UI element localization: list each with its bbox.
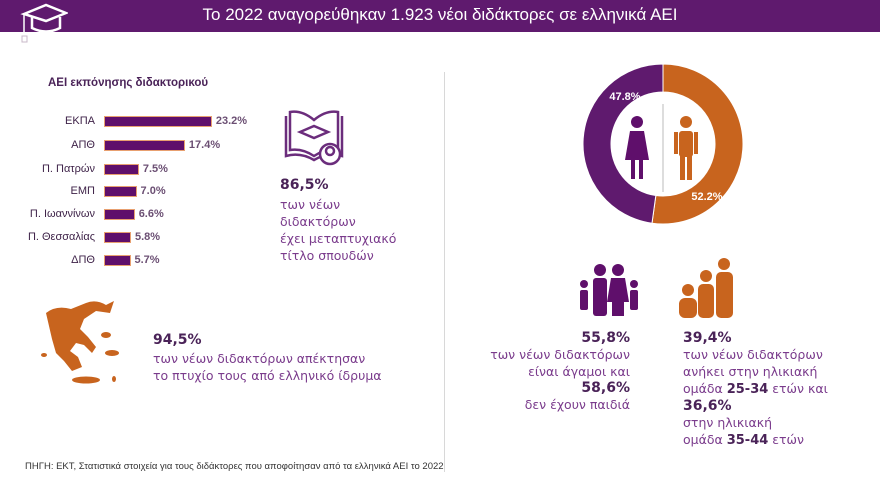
text: ομάδα: [683, 381, 727, 396]
age-35-44-percent: 36,6%: [683, 398, 732, 414]
bar-value-label: 7.5%: [142, 163, 168, 175]
bar: [104, 164, 139, 175]
donut-slice: [651, 64, 743, 224]
divider: [444, 72, 445, 472]
bar-value-label: 23.2%: [215, 115, 248, 127]
no-children-percent: 58,6%: [581, 380, 630, 396]
age-groups-icon: [679, 258, 733, 318]
bar-value-label: 6.6%: [138, 208, 164, 220]
text-line: δεν έχουν παιδιά: [524, 397, 630, 412]
bar-value-label: 17.4%: [188, 139, 221, 151]
text-line: ομάδα 35-44 ετών: [683, 431, 880, 449]
text-line: των νέων: [280, 197, 341, 212]
bar-label: ΕΜΠ: [70, 185, 95, 197]
bar-value-label: 7.0%: [140, 185, 166, 197]
graduation-cap-icon: [20, 3, 68, 43]
bar-value-label: 5.7%: [134, 254, 160, 266]
family-icon: [580, 264, 638, 316]
text: ετών: [768, 432, 804, 447]
donut-label: 52.2%: [691, 191, 722, 203]
text: ομάδα: [683, 432, 727, 447]
bar: [104, 116, 212, 127]
greek-degree-percent: 94,5%: [153, 332, 202, 348]
header-banner: Το 2022 αναγορεύθηκαν 1.923 νέοι διδάκτο…: [0, 0, 880, 43]
text-line: στην ηλικιακή: [683, 415, 773, 430]
text: ετών και: [768, 381, 828, 396]
page-title: Το 2022 αναγορεύθηκαν 1.923 νέοι διδάκτο…: [202, 5, 678, 24]
text-line: ομάδα 25-34 ετών και: [683, 380, 880, 398]
age-range: 35-44: [726, 433, 769, 448]
text-line: έχει μεταπτυχιακό: [280, 231, 397, 246]
greece-map-icon: [41, 301, 119, 384]
text-line: των νέων διδακτόρων απέκτησαν: [153, 351, 366, 366]
donut-slice: [583, 64, 664, 224]
text-line: ανήκει στην ηλικιακή: [683, 364, 818, 379]
greek-degree-text: των νέων διδακτόρων απέκτησαν το πτυχίο …: [153, 350, 382, 384]
book-diploma-icon: [284, 110, 344, 166]
bar-value-label: 5.8%: [134, 231, 161, 243]
bar-label: Π. Πατρών: [41, 163, 95, 175]
donut-label: 47.8%: [609, 91, 640, 103]
text-line: των νέων διδακτόρων: [490, 347, 630, 362]
age-25-34-percent: 39,4%: [683, 330, 732, 346]
bar-label: ΔΠΘ: [71, 254, 95, 266]
bar: [104, 186, 137, 197]
unmarried-percent: 55,8%: [581, 330, 630, 346]
bar-chart-title: ΑΕΙ εκπόνησης διδακτορικού: [48, 77, 209, 89]
bar: [104, 255, 131, 266]
bar-label: ΕΚΠΑ: [65, 115, 95, 127]
postgrad-text: των νέων διδακτόρων έχει μεταπτυχιακό τί…: [280, 196, 396, 264]
text-line: διδακτόρων: [280, 214, 356, 229]
bar: [104, 140, 185, 151]
text-line: το πτυχίο τους από ελληνικό ίδρυμα: [153, 368, 382, 383]
age-range: 25-34: [726, 382, 769, 397]
family-stat: 55,8% των νέων διδακτόρων είναι άγαμοι κ…: [430, 330, 630, 413]
bar: [104, 232, 131, 243]
gender-donut-chart: 47.8% 52.2%: [583, 64, 743, 224]
bar-label: ΑΠΘ: [71, 139, 95, 151]
bar-label: Π. Θεσσαλίας: [27, 231, 95, 243]
text-line: τίτλο σπουδών: [280, 248, 374, 263]
male-icon: [674, 116, 698, 180]
text-line: των νέων διδακτόρων: [683, 347, 823, 362]
bar: [104, 209, 135, 220]
female-icon: [625, 116, 649, 179]
postgrad-percent: 86,5%: [280, 177, 329, 193]
text-line: είναι άγαμοι και: [528, 364, 630, 379]
age-stat: 39,4% των νέων διδακτόρων ανήκει στην ηλ…: [683, 330, 880, 449]
source-note: ΠΗΓΗ: ΕΚΤ, Στατιστικά στοιχεία για τους …: [25, 461, 444, 472]
bar-label: Π. Ιωαννίνων: [29, 208, 95, 220]
